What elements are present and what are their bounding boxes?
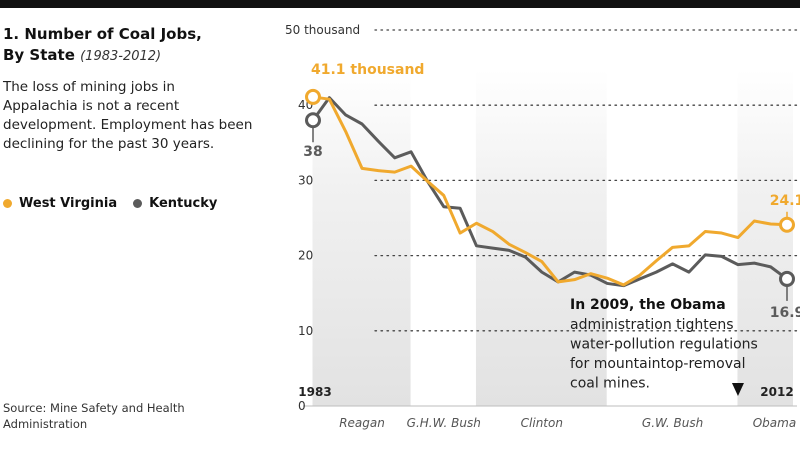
callout-line-4: coal mines. [570, 376, 650, 392]
presidency-label-reagan: Reagan [339, 416, 385, 430]
legend-label-west-virginia: West Virginia [19, 196, 118, 211]
legend-label-kentucky: Kentucky [149, 196, 218, 211]
legend-swatch-west-virginia [3, 199, 12, 208]
presidency-label-clinton: Clinton [521, 416, 563, 430]
callout-line-1: administration tightens [570, 317, 734, 333]
legend-item-kentucky: Kentucky [133, 196, 217, 211]
y-tick-label-30: 30 [298, 173, 313, 187]
title-subtitle: (1983-2012) [80, 49, 162, 64]
y-tick-label-20: 20 [298, 249, 313, 263]
year-label-end: 2012 [760, 385, 793, 399]
title-line-1: 1. Number of Coal Jobs, [3, 25, 202, 43]
series-line-kentucky [311, 96, 789, 288]
annotation-16-9: 16.9 [770, 305, 800, 321]
chart-title: 1. Number of Coal Jobs, By State (1983-2… [3, 24, 253, 67]
chart-description: The loss of mining jobs in Appalachia is… [3, 79, 253, 152]
presidency-label-g-h-w-bush: G.H.W. Bush [407, 416, 481, 430]
legend-swatch-kentucky [133, 199, 143, 208]
endpoint-marker-kentucky-start [305, 112, 321, 129]
callout-heading: In 2009, the Obama [570, 297, 726, 313]
endpoint-marker-west-virginia-start [305, 88, 321, 105]
y-tick-label-50: 50 thousand [285, 23, 360, 37]
series-line-west-virginia [311, 95, 789, 287]
presidency-label-g-w-bush: G.W. Bush [642, 416, 703, 430]
annotation-41-1-thousand: 41.1 thousand [311, 62, 424, 78]
source-note: Source: Mine Safety and Health Administr… [3, 401, 185, 431]
presidency-band-reagan [312, 70, 411, 406]
legend: West Virginia Kentucky [3, 196, 217, 211]
y-tick-label-0: 0 [298, 399, 306, 413]
annotation-38: 38 [303, 144, 322, 160]
top-rule [0, 0, 800, 8]
callout-line-3: for mountaintop-removal [570, 356, 746, 372]
presidency-band-clinton [475, 70, 607, 406]
callout-line-2: water-pollution regulations [570, 337, 758, 353]
y-tick-label-10: 10 [298, 324, 313, 338]
annotation-24-1: 24.1 [770, 193, 800, 209]
year-label-start: 1983 [298, 385, 331, 399]
presidency-band-obama [737, 70, 793, 406]
title-line-2: By State [3, 46, 75, 64]
presidency-label-obama: Obama [753, 416, 796, 430]
callout-marker-triangle [731, 383, 744, 396]
endpoint-marker-kentucky-end [779, 270, 795, 287]
endpoint-marker-west-virginia-end [779, 216, 795, 233]
legend-item-west-virginia: West Virginia [3, 196, 117, 211]
